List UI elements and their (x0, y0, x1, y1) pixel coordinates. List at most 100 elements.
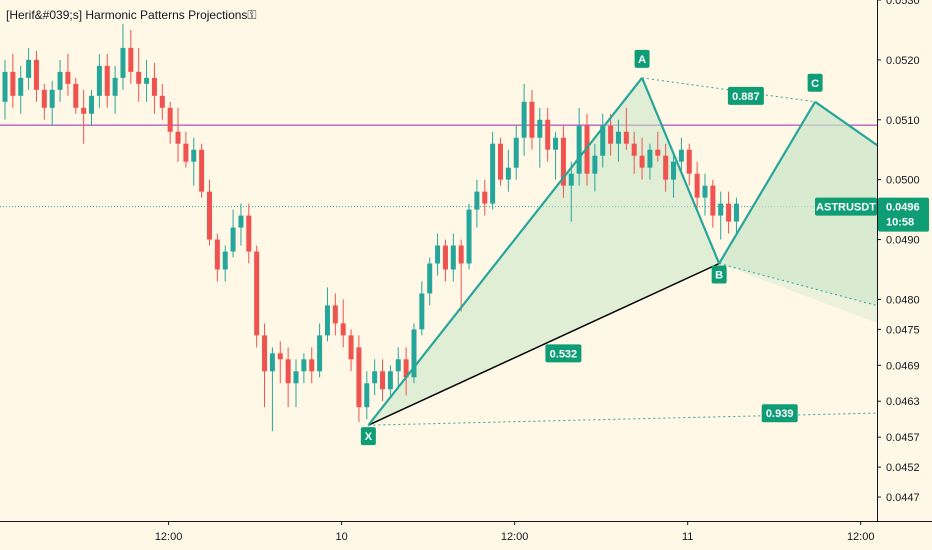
point-label-box (634, 49, 650, 68)
ratio-label-text: 0.532 (550, 348, 578, 360)
candle-body (364, 383, 370, 408)
candle-body (317, 335, 323, 372)
candle-body (623, 131, 629, 144)
xab-fill (368, 77, 720, 426)
candle-body (356, 347, 362, 408)
candle-body (199, 149, 205, 192)
point-label-text: X (365, 431, 373, 443)
horizontal-lines-layer (0, 124, 877, 208)
ratio-label-box (761, 404, 798, 423)
point-label-c: C (807, 73, 823, 92)
price-tag: ASTRUSDT 0.0496 10:58 (815, 197, 929, 232)
candle-body (537, 119, 543, 138)
time-tick-label: 12:00 (155, 531, 183, 543)
candle-body (309, 359, 315, 372)
candle-body (104, 65, 110, 96)
candle-body (615, 131, 621, 144)
ratio-label: 0.532 (545, 344, 582, 363)
candle-body (639, 155, 645, 168)
candle-body (545, 119, 551, 150)
candle-body (592, 155, 598, 174)
point-label-b: B (711, 265, 727, 284)
candle-body (222, 251, 228, 270)
candle-body (678, 149, 684, 162)
candle-body (395, 359, 401, 372)
pattern-lines-layer (367, 77, 932, 426)
candle-body (631, 143, 637, 156)
candle-body (474, 191, 480, 210)
candle-body (49, 89, 55, 108)
candle-body (568, 173, 574, 186)
candle-body (411, 329, 417, 378)
candle-body (285, 359, 291, 384)
candle-body (435, 245, 441, 264)
ratio-label-box (727, 86, 764, 105)
candle-body (348, 335, 354, 360)
candle-body (262, 335, 268, 372)
candle-body (490, 143, 496, 204)
candle-body (387, 371, 393, 390)
ratio-label: 0.939 (761, 404, 798, 423)
candle-body (608, 125, 614, 144)
candle-body (450, 245, 456, 270)
candle-body (340, 323, 346, 336)
point-label-a: A (634, 49, 650, 68)
candle-body (89, 95, 95, 114)
indicator-title[interactable]: [Herif&#039;s] Harmonic Patterns Project… (6, 8, 257, 22)
price-tick-label: 0.0520 (886, 55, 920, 67)
ratio-label-text: 0.887 (732, 91, 760, 103)
candle-body (238, 215, 244, 228)
price-tick-label: 0.0452 (886, 462, 920, 474)
candle-body (442, 245, 448, 270)
price-tick-label: 0.0480 (886, 294, 920, 306)
candle-body (521, 101, 527, 138)
pattern-leg-xa (367, 77, 643, 426)
candle-body (136, 71, 142, 84)
price-tick-label: 0.0510 (886, 115, 920, 127)
price-tick-label: 0.0490 (886, 235, 920, 247)
time-tick-label: 12:00 (501, 531, 529, 543)
candle-body (214, 239, 220, 270)
ratio-label-box (545, 344, 582, 363)
candle-body (671, 161, 677, 180)
candle-body (427, 263, 433, 294)
candle-body (529, 101, 535, 138)
candle-body (167, 107, 173, 132)
candle-body (513, 137, 519, 168)
price-tick-label: 0.0463 (886, 396, 920, 408)
candle-body (694, 173, 700, 198)
candle-body (324, 305, 330, 336)
point-label-box (711, 265, 727, 284)
candle-body (65, 71, 71, 84)
candle-body (96, 65, 102, 96)
xb-line (368, 262, 720, 426)
candle-body (230, 227, 236, 252)
candle-body (269, 353, 275, 372)
candle-body (718, 203, 724, 216)
candle-body (584, 125, 590, 174)
candle-body (293, 371, 299, 384)
point-label-box (360, 427, 376, 446)
price-tick-label: 0.0447 (886, 492, 920, 504)
candle-body (600, 125, 606, 156)
point-label-text: B (715, 269, 723, 281)
candle-body (576, 125, 582, 174)
candle-body (419, 293, 425, 330)
point-label-text: C (811, 78, 819, 90)
candle-body (57, 71, 63, 90)
candle-body (733, 203, 739, 222)
price-tick-label: 0.0530 (886, 0, 920, 7)
candle-body (505, 167, 511, 180)
candle-body (497, 143, 503, 180)
candle-body (175, 131, 181, 144)
candle-body (33, 59, 39, 90)
price-axis[interactable]: 0.0530 0.0520 0.0510 0.0500 0.0490 0.0480 0.04… (877, 0, 932, 550)
last-price-tag: 0.0496 10:58 (878, 197, 929, 232)
candle-body (26, 59, 32, 78)
candle-body (655, 149, 661, 156)
countdown-value: 10:58 (886, 217, 914, 229)
